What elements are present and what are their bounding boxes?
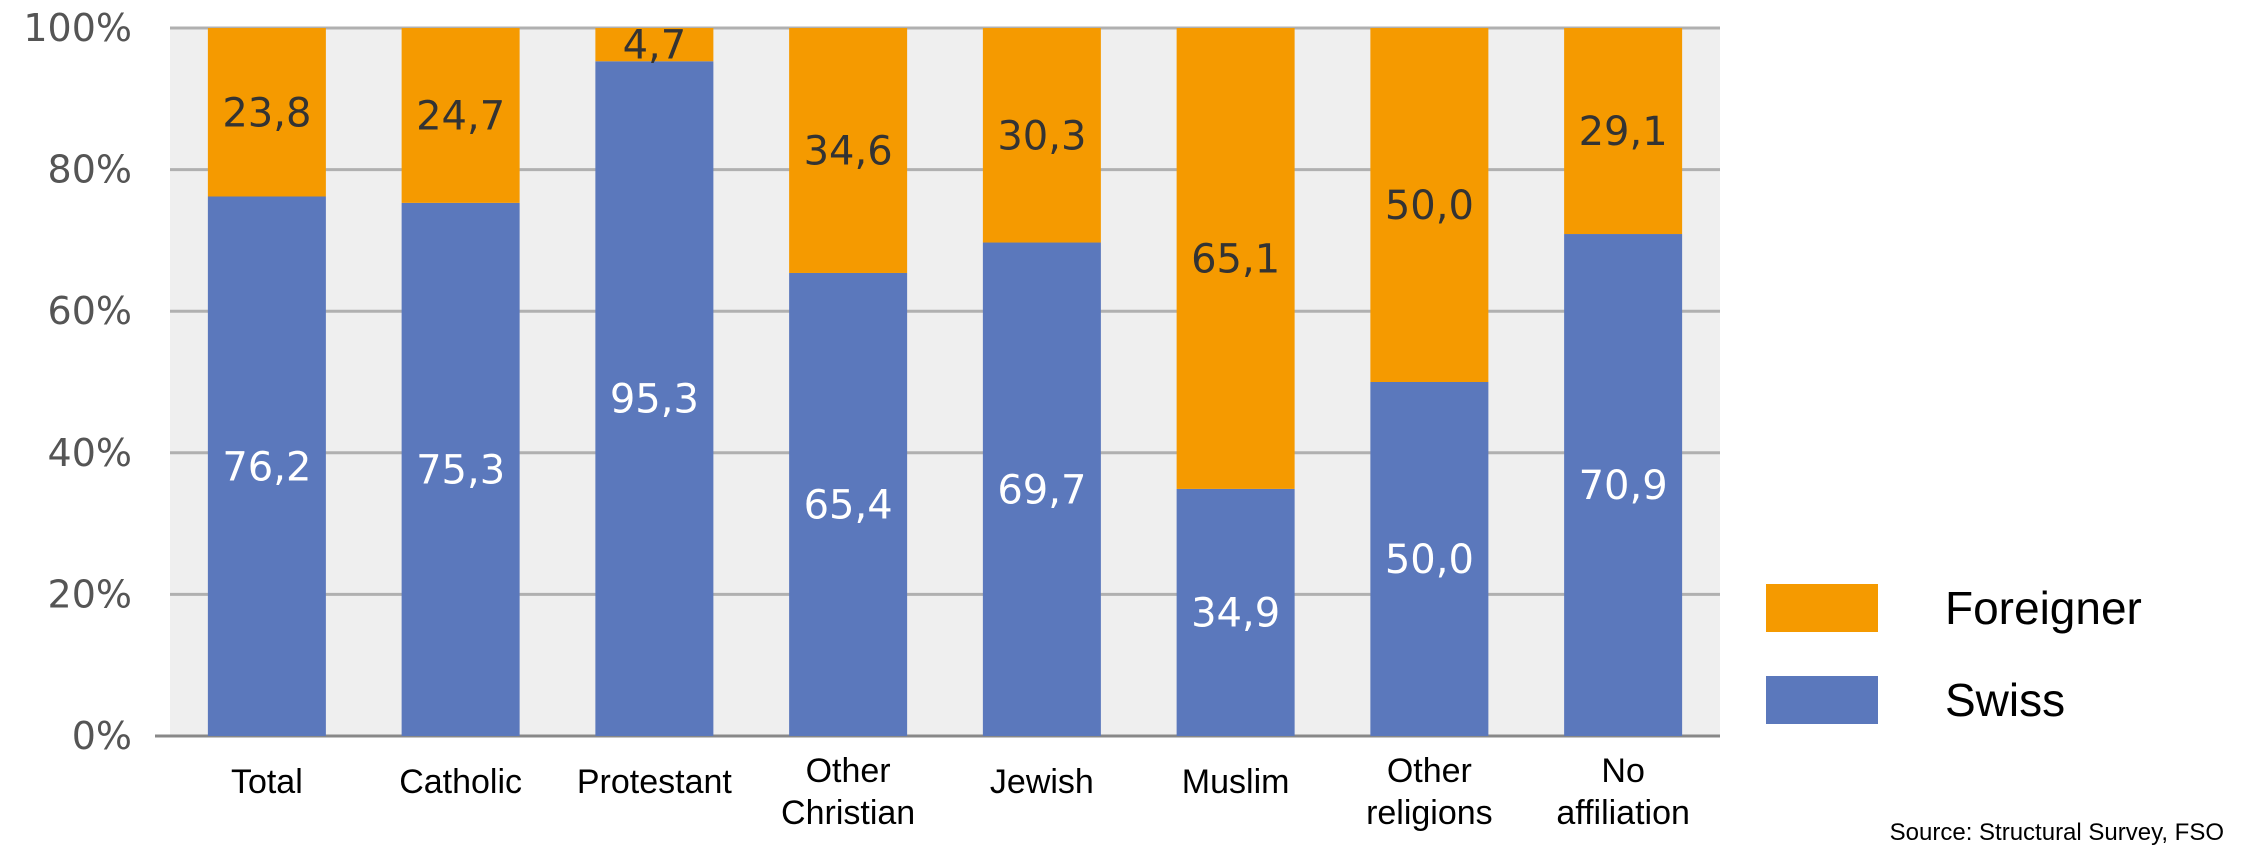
data-label-swiss: 65,4	[804, 482, 893, 528]
y-axis-ticks: 0% 20% 40% 60% 80% 100%	[23, 6, 132, 758]
data-label-swiss: 69,7	[997, 467, 1086, 513]
data-label-foreigner: 24,7	[416, 93, 505, 139]
bar-swiss-total	[207, 196, 326, 736]
data-label-swiss: 95,3	[610, 377, 699, 423]
bar-foreigner-other-religions	[1370, 28, 1489, 382]
data-labels: 76,2 23,8 75,3 24,7 95,3 4,7 65,4 34,6 69,7 30,3 3…	[222, 23, 1667, 637]
bar-foreigner-jewish	[982, 28, 1101, 243]
x-category-label: No affiliation	[1556, 752, 1690, 832]
legend-swatch-swiss	[1766, 676, 1878, 724]
data-label-foreigner: 65,1	[1191, 236, 1280, 282]
y-tick-label: 100%	[23, 6, 132, 50]
legend: Foreigner Swiss	[1766, 582, 2142, 726]
x-category-label: Other religions	[1366, 752, 1493, 832]
y-tick-label: 40%	[48, 431, 132, 475]
data-label-swiss: 50,0	[1385, 537, 1474, 583]
data-label-foreigner: 50,0	[1385, 183, 1474, 229]
bar-swiss-other-christian	[789, 272, 908, 736]
bar-swiss-catholic	[401, 202, 520, 737]
data-label-swiss: 34,9	[1191, 590, 1280, 636]
bar-foreigner-no-affiliation	[1564, 28, 1683, 235]
x-axis-labels: Total Catholic Protestant Other Christian Jew…	[231, 752, 1690, 832]
data-label-swiss: 76,2	[222, 444, 311, 490]
legend-label-swiss: Swiss	[1945, 674, 2065, 726]
x-category-label: Other Christian	[781, 752, 915, 832]
y-tick-label: 60%	[48, 289, 132, 333]
bar-swiss-jewish	[982, 242, 1101, 737]
source-note: Source: Structural Survey, FSO	[1890, 819, 2224, 845]
data-label-foreigner: 29,1	[1579, 109, 1668, 155]
x-category-label: Total	[231, 763, 303, 801]
x-category-label: Catholic	[399, 763, 522, 801]
bar-swiss-other-religions	[1370, 382, 1489, 736]
legend-swatch-foreigner	[1766, 584, 1878, 632]
bar-foreigner-catholic	[401, 28, 520, 203]
data-label-swiss: 75,3	[416, 447, 505, 493]
x-category-label: Protestant	[577, 763, 733, 801]
data-label-foreigner: 34,6	[804, 128, 893, 174]
data-label-foreigner: 23,8	[222, 90, 311, 136]
bar-foreigner-muslim	[1176, 28, 1295, 489]
data-label-foreigner: 4,7	[623, 23, 687, 69]
data-label-foreigner: 30,3	[997, 113, 1086, 159]
bar-foreigner-other-christian	[789, 28, 908, 273]
bar-foreigner-protestant	[595, 28, 714, 62]
legend-label-foreigner: Foreigner	[1945, 582, 2142, 634]
data-label-swiss: 70,9	[1579, 463, 1668, 509]
bar-swiss-no-affiliation	[1564, 234, 1683, 736]
y-tick-label: 80%	[48, 148, 132, 192]
bar-swiss-protestant	[595, 61, 714, 736]
x-category-label: Jewish	[990, 763, 1094, 801]
y-tick-label: 20%	[48, 572, 132, 616]
x-category-label: Muslim	[1182, 763, 1290, 801]
bars	[207, 28, 1683, 737]
bar-foreigner-total	[207, 28, 326, 197]
bar-swiss-muslim	[1176, 488, 1295, 736]
y-tick-label: 0%	[72, 714, 132, 758]
